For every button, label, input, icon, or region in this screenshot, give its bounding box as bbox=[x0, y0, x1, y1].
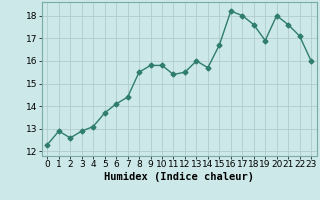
X-axis label: Humidex (Indice chaleur): Humidex (Indice chaleur) bbox=[104, 172, 254, 182]
